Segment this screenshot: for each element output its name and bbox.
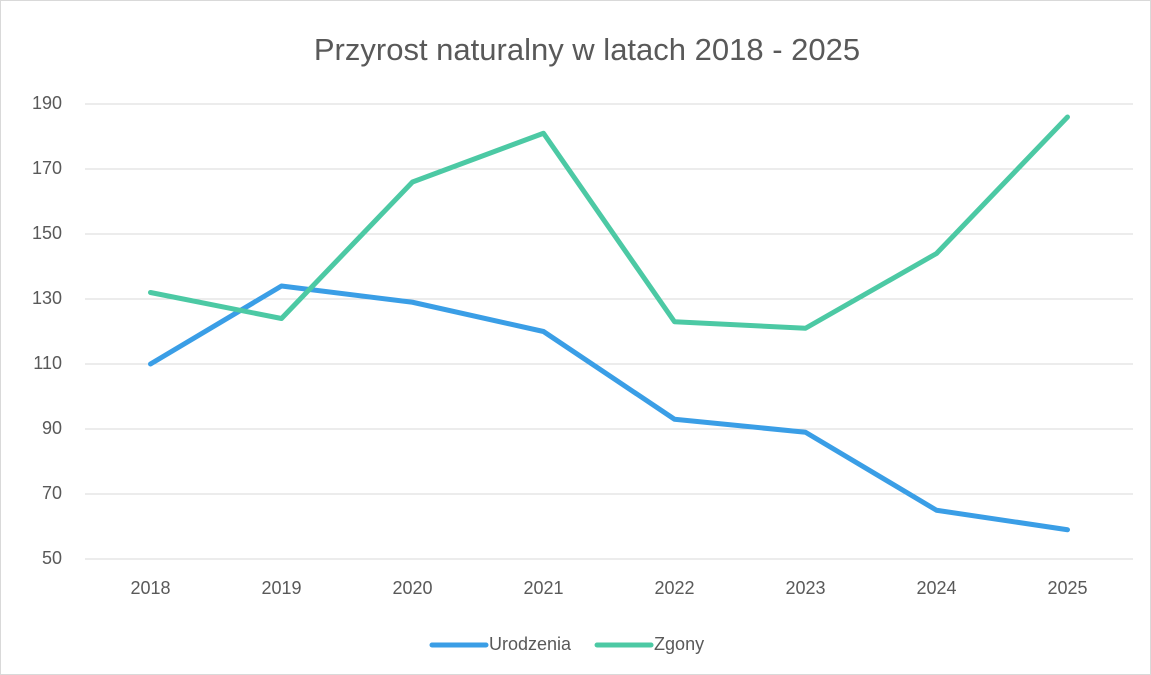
x-tick-label: 2024 (916, 578, 956, 598)
y-tick-label: 150 (32, 223, 62, 243)
x-tick-label: 2022 (654, 578, 694, 598)
line-series (148, 283, 1070, 533)
y-tick-label: 50 (42, 548, 62, 568)
y-tick-label: 110 (33, 353, 62, 373)
x-tick-label: 2021 (523, 578, 563, 598)
y-tick-label: 170 (32, 158, 62, 178)
y-tick-label: 90 (42, 418, 62, 438)
x-tick-label: 2023 (785, 578, 825, 598)
y-tick-label: 70 (42, 483, 62, 503)
x-tick-label: 2020 (392, 578, 432, 598)
legend-label: Urodzenia (489, 634, 572, 654)
y-tick-label: 130 (32, 288, 62, 308)
legend-label: Zgony (654, 634, 704, 654)
x-tick-label: 2019 (261, 578, 301, 598)
chart-title: Przyrost naturalny w latach 2018 - 2025 (314, 32, 860, 67)
x-tick-label: 2018 (130, 578, 170, 598)
line-series (148, 114, 1070, 331)
x-tick-label: 2025 (1047, 578, 1087, 598)
y-tick-label: 190 (32, 93, 62, 113)
